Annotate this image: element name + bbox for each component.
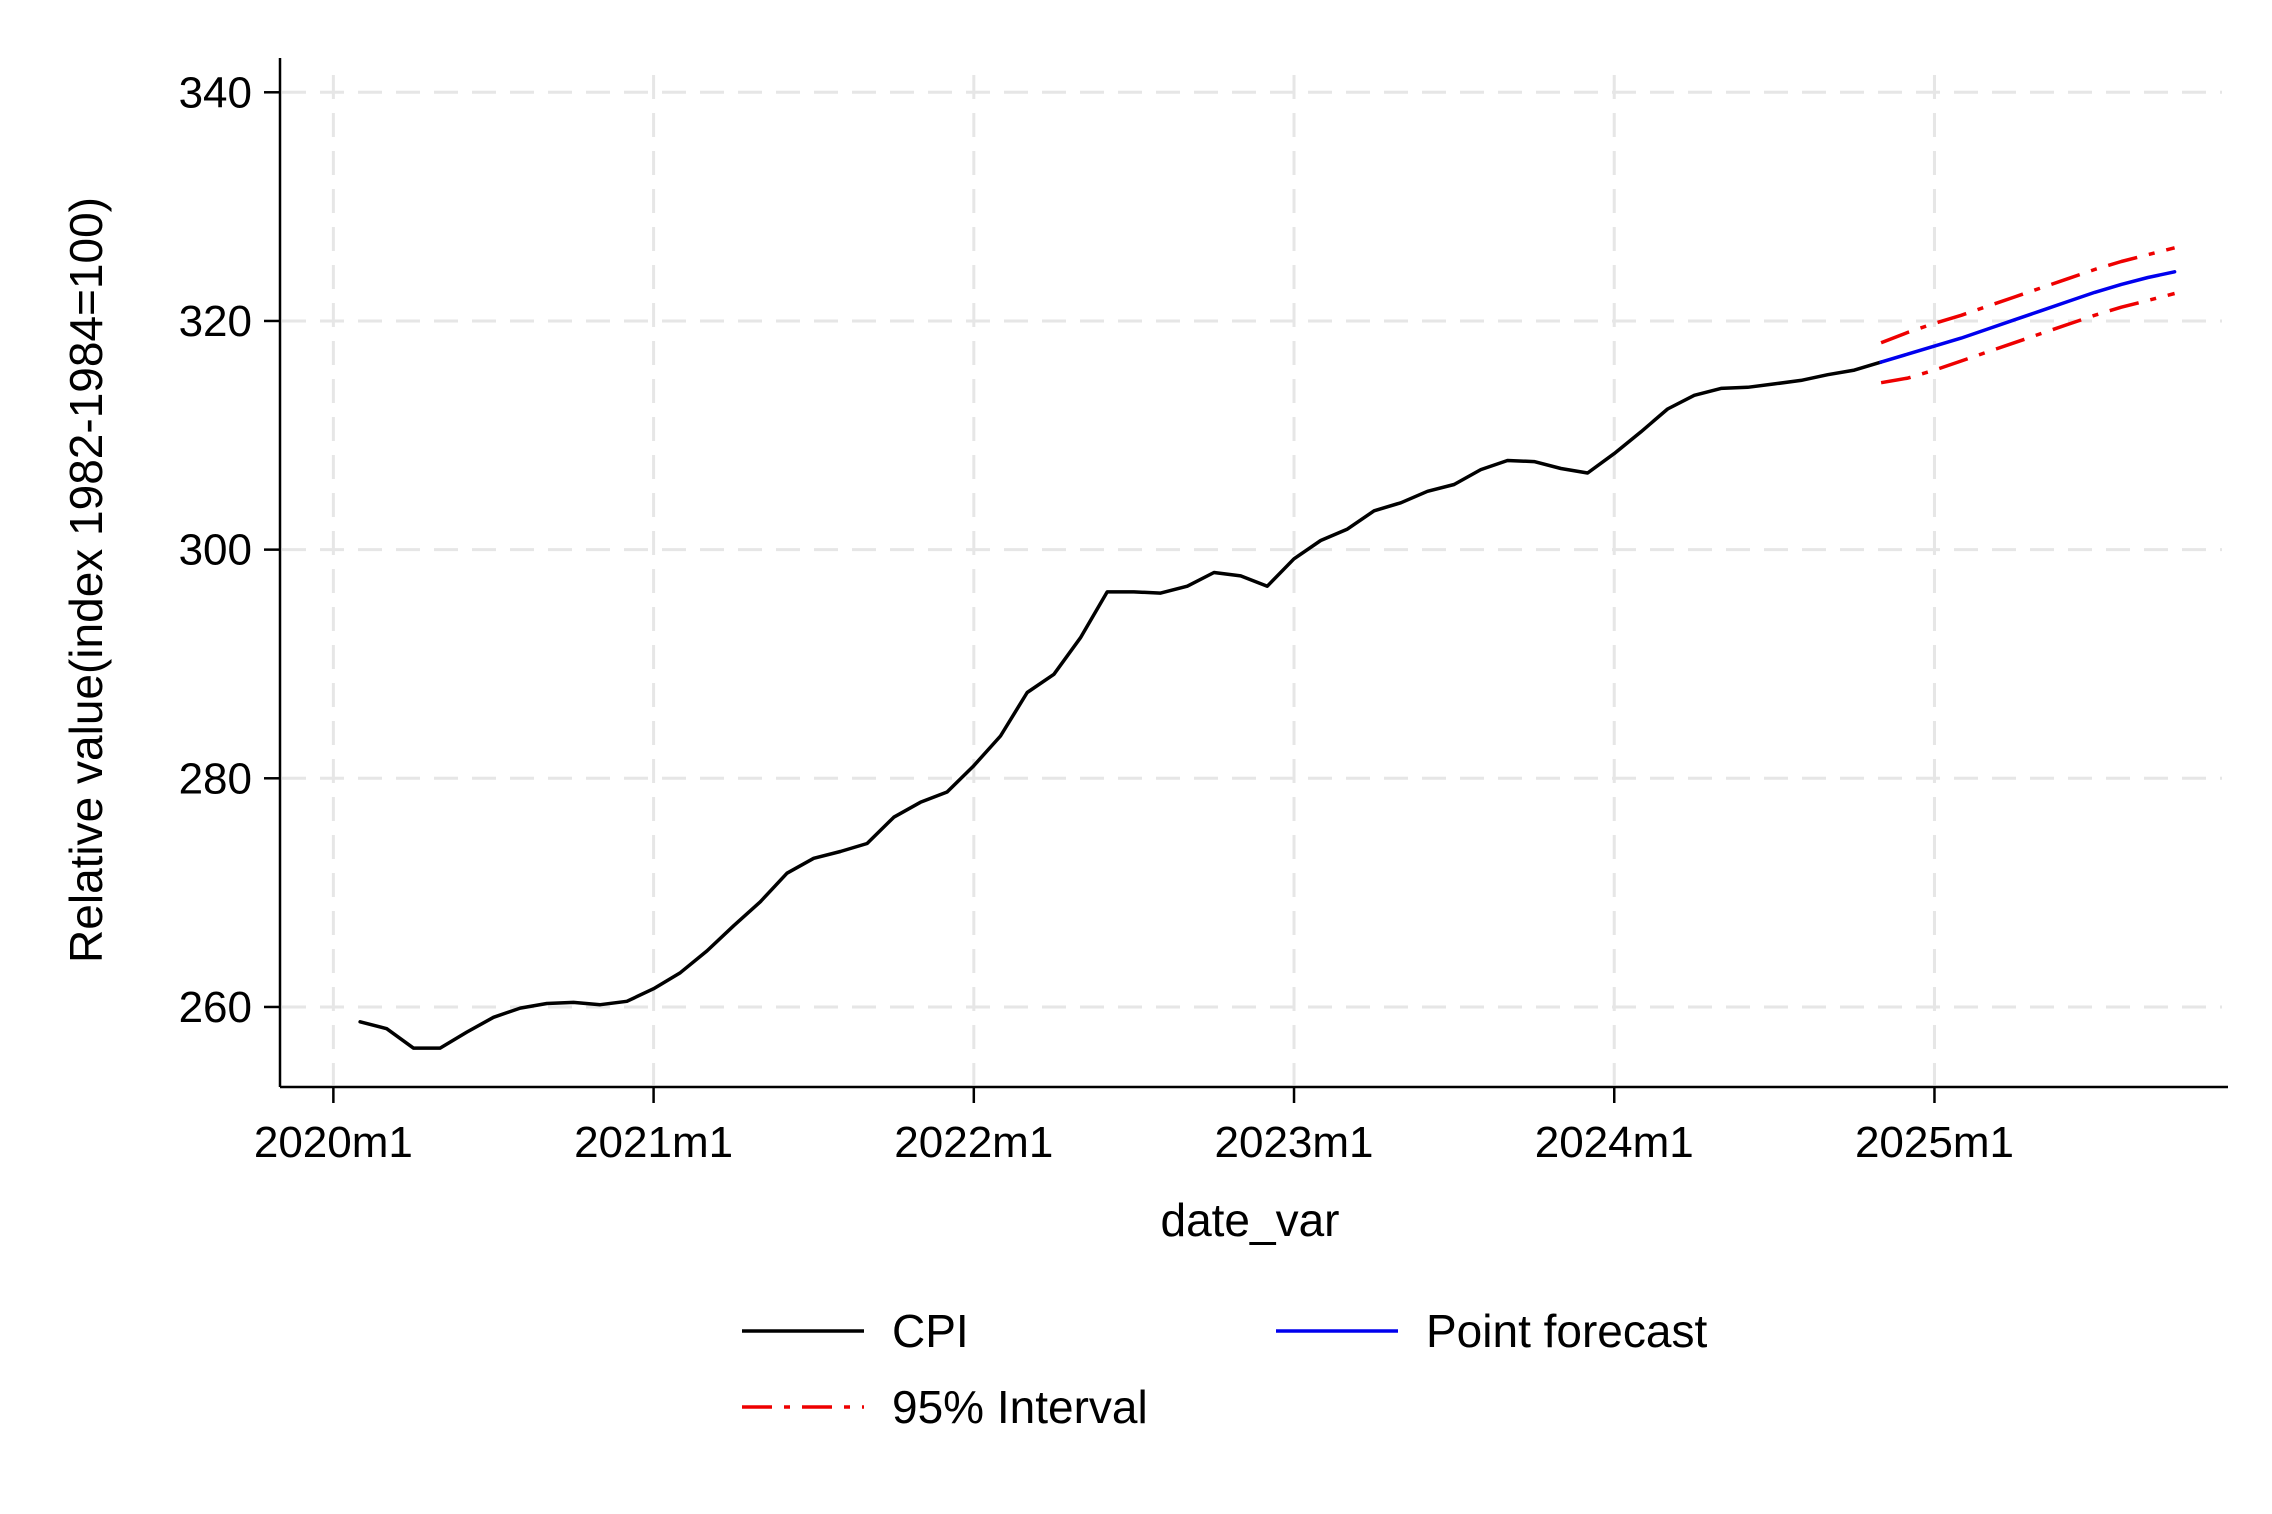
legend-label-point-forecast: Point forecast (1426, 1305, 1707, 1357)
series-line-point-forecast (1879, 270, 2177, 364)
legend-label-95-interval: 95% Interval (892, 1381, 1148, 1433)
x-tick-label: 2022m1 (894, 1118, 1053, 1167)
x-tick-label: 2024m1 (1535, 1118, 1694, 1167)
legend-label-cpi: CPI (892, 1305, 969, 1357)
series-line-95-interval-lower (1880, 291, 2176, 385)
series-line-95-interval-upper (1880, 246, 2176, 345)
y-tick-label: 280 (179, 754, 252, 803)
axes: 260 280 300 320 340 2020m1 2021m1 2022m1 2023m1 2… (179, 58, 2228, 1167)
x-tick-label: 2021m1 (574, 1118, 733, 1167)
x-tick-label: 2023m1 (1215, 1118, 1374, 1167)
series-line-cpi (358, 360, 1883, 1050)
x-axis-title: date_var (1160, 1194, 1339, 1246)
y-tick-label: 260 (179, 983, 252, 1032)
y-tick-label: 340 (179, 68, 252, 117)
series-lines (358, 246, 2177, 1050)
y-tick-label: 320 (179, 297, 252, 346)
y-axis-title: Relative value(index 1982-1984=100) (60, 197, 112, 963)
x-tick-label: 2025m1 (1855, 1118, 2014, 1167)
y-tick-label: 300 (179, 526, 252, 575)
gridlines (282, 75, 2222, 1085)
x-tick-label: 2020m1 (254, 1118, 413, 1167)
legend: CPI Point forecast 95% Interval (742, 1305, 1707, 1433)
